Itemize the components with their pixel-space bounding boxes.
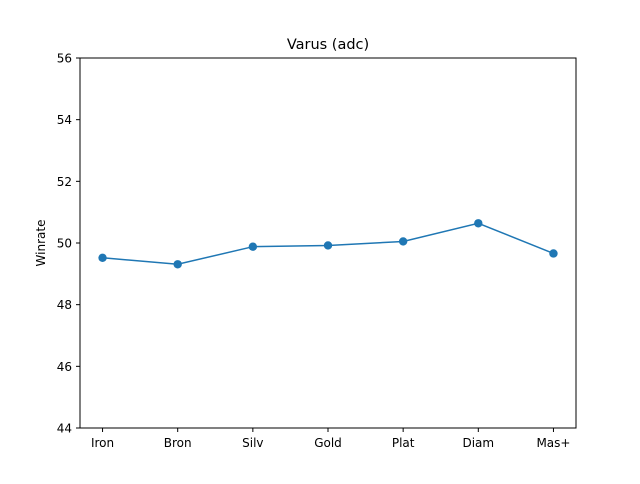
y-tick-label: 52 — [57, 175, 72, 189]
y-tick-label: 50 — [57, 237, 72, 251]
x-tick-label: Plat — [392, 436, 415, 450]
data-point-silv — [248, 242, 258, 251]
data-point-diam — [474, 219, 483, 228]
chart-title: Varus (adc) — [287, 37, 369, 53]
y-tick-label: 48 — [57, 298, 72, 312]
y-tick-label: 56 — [57, 52, 72, 66]
x-tick-label: Diam — [462, 436, 494, 450]
data-point-bron — [173, 260, 182, 269]
x-tick-label: Silv — [242, 436, 263, 450]
x-tick-label: Bron — [164, 436, 192, 450]
y-axis-label: Winrate — [34, 220, 48, 267]
series-layer — [98, 219, 558, 269]
data-point-gold — [323, 241, 333, 250]
data-point-plat — [398, 237, 408, 246]
x-tick-label: Gold — [314, 436, 342, 450]
plot-frame — [79, 57, 577, 429]
y-tick-label: 46 — [57, 360, 72, 374]
y-tick-label: 44 — [57, 422, 72, 436]
data-point-mas — [549, 249, 558, 258]
data-point-iron — [98, 253, 107, 262]
axes: 44 46 48 50 52 54 56 Iron Bron Silv Gold Plat Diam Ma… — [57, 52, 571, 451]
y-tick-label: 54 — [57, 113, 72, 127]
x-tick-label: Mas+ — [536, 436, 570, 450]
x-tick-label: Iron — [91, 436, 114, 450]
